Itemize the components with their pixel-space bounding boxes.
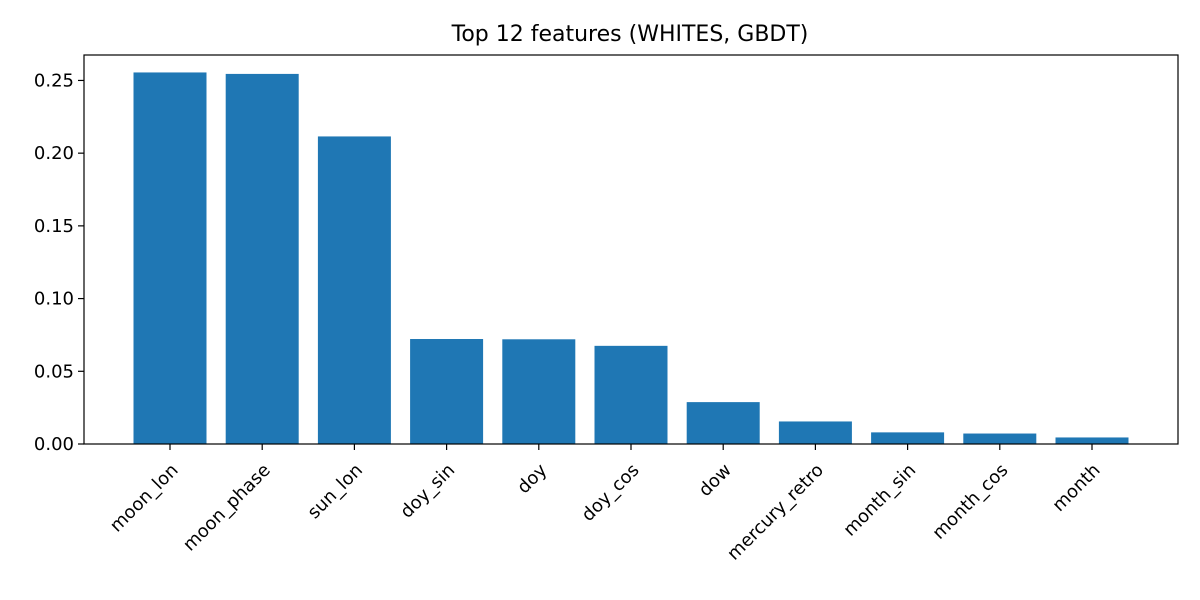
y-tick-label: 0.05 (34, 361, 74, 382)
plot-frame (83, 54, 1179, 445)
x-tick-label: month_sin (839, 460, 920, 541)
y-tick-label: 0.10 (34, 289, 74, 310)
bar-moon-lon (133, 72, 207, 444)
x-tick-label: moon_lon (106, 460, 183, 537)
bar-sun-lon (317, 136, 391, 444)
bar-moon-phase (225, 73, 299, 445)
x-tick-label: doy_cos (578, 460, 644, 526)
bar-month-cos (963, 433, 1037, 444)
chart-title: Top 12 features (WHITES, GBDT) (451, 22, 809, 47)
x-tick-label: doy_sin (396, 460, 459, 523)
x-tick-label: doy (513, 459, 551, 497)
x-tick-label: month_cos (928, 460, 1012, 544)
x-tick-label: month (1048, 460, 1104, 516)
bar-doy-cos (594, 345, 668, 444)
y-tick-label: 0.00 (34, 434, 74, 455)
bar-month (1055, 437, 1129, 444)
bar-doy (502, 339, 576, 444)
x-tick-label: mercury_retro (723, 460, 828, 565)
y-tick-label: 0.25 (34, 70, 74, 91)
y-axis: 0.00 0.05 0.10 0.15 0.20 0.25 (34, 70, 84, 455)
bar-dow (686, 402, 760, 444)
x-tick-label: sun_lon (304, 460, 367, 523)
x-tick-label: moon_phase (179, 460, 275, 556)
y-tick-label: 0.15 (34, 216, 74, 237)
y-tick-label: 0.20 (34, 143, 74, 164)
bar-month-sin (871, 432, 945, 444)
bars-group (133, 72, 1129, 445)
x-tick-label: dow (695, 460, 736, 501)
bar-mercury-retro (778, 421, 852, 444)
bar-doy-sin (410, 339, 484, 444)
